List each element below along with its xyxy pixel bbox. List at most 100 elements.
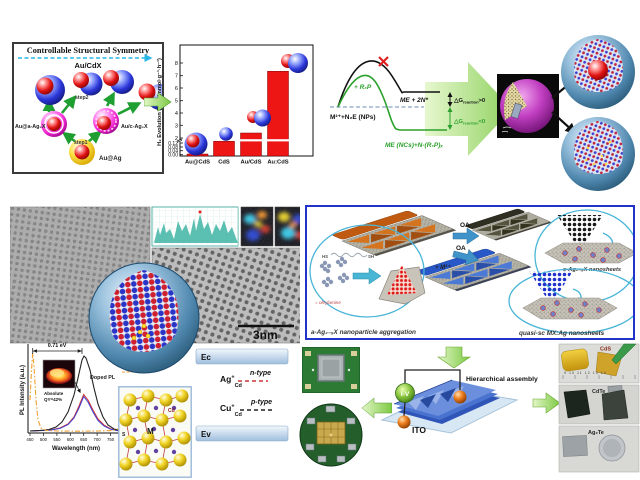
red-x-icon: [378, 56, 389, 67]
bar-chart-lower-ticks: 0.00 0.04 0.08 0.12: [168, 141, 178, 159]
ag-defect-label: Ag+Cd: [220, 374, 242, 389]
svg-text:Au@CdS: Au@CdS: [185, 160, 210, 166]
pl-curve-black: [29, 355, 125, 432]
aggregation-arrow-icon: [352, 267, 382, 285]
phosphine-label: + R₃P: [354, 84, 372, 91]
oa-mid-label: OA: [456, 245, 466, 252]
svg-text:Au:CdS: Au:CdS: [267, 160, 288, 166]
dg-positive-label: △Greaction>0: [453, 97, 485, 105]
quasi-lattice-triangle: [529, 271, 573, 305]
assembly-label: Hierarchical assembly: [466, 376, 538, 383]
smd-chips: [305, 405, 357, 463]
svg-text:700: 700: [94, 437, 102, 442]
valence-band-bar: [195, 425, 289, 442]
circuit-wire: [404, 369, 461, 390]
favorable-path-curve: [337, 74, 447, 131]
pl-curve-orange: [29, 352, 125, 432]
oleylamine-label: = oleylamine: [315, 300, 341, 305]
step2-label: step2: [75, 95, 89, 101]
label-au-a-agx: Au@a-Ag₂X: [15, 124, 46, 130]
svg-text:7: 7: [175, 74, 178, 80]
scale-bar-label: 3nm: [253, 328, 278, 342]
pl-ylabel: PL Intensity (a.u.): [20, 365, 26, 415]
gap-label: 0.71 eV: [48, 343, 67, 349]
dopant-atoms: [131, 323, 151, 341]
atoms: [119, 389, 191, 471]
contact-ball-top: [453, 390, 467, 404]
svg-text:500: 500: [40, 437, 48, 442]
orange-nanosheet-array: [332, 211, 457, 256]
quasi-nanosheets-ellipse: [508, 268, 640, 334]
big-green-arrow-icon: [425, 62, 512, 156]
ec-label: Ec: [201, 353, 211, 362]
oa-arrow-top-icon: [452, 227, 480, 245]
aucdx-spheres: [35, 70, 173, 110]
svg-text:0.12: 0.12: [168, 141, 178, 147]
oa-arrow-mid-icon: [452, 248, 480, 266]
panel-structural-symmetry: Controllable Structural Symmetry Au/CdX …: [12, 42, 173, 174]
cds-label: CdS: [600, 347, 611, 353]
pl-spectrum-chart: 450 500 550 600 650 700 750 800 Waveleng…: [20, 343, 128, 452]
svg-text:0.04: 0.04: [168, 149, 178, 155]
m2plus-label: + M²⁺: [435, 264, 451, 271]
photo-ag2te: Ag₂Te: [558, 425, 640, 473]
aggregation-label: a-Ag₂₋ₓX nanoparticle aggregation: [311, 329, 416, 336]
ruler-numbers: 9 10 11 12 13 14: [564, 371, 607, 375]
product-up-label: ME + 2N*: [400, 97, 428, 104]
svg-text:CdS: CdS: [218, 160, 230, 166]
svg-text:450: 450: [26, 437, 34, 442]
green-right-arrow2-icon: [532, 392, 561, 414]
contact-ball-bottom: [397, 415, 411, 429]
sh-label: SH: [368, 254, 374, 259]
svg-text:5: 5: [175, 99, 178, 105]
crystal-structure-image: S Cd M: [118, 386, 192, 478]
bar-series: [186, 71, 289, 157]
aucdx-label: Au/CdX: [74, 61, 101, 70]
atomic-model-sphere: [88, 262, 200, 374]
doped-sphere-uniform: [561, 117, 635, 191]
svg-text:750: 750: [107, 437, 115, 442]
photo-cds: 9 10 11 12 13 14 CdS: [558, 343, 640, 384]
pcb-photo-round: [299, 403, 363, 467]
bar-sphere-icons: [184, 53, 308, 156]
aggregation-ellipse: HS SH = oleylamine: [309, 224, 426, 318]
blue-nanosheet-array: [416, 248, 532, 292]
hs-label: HS: [322, 254, 328, 259]
pl-x-ticklabels: 450 500 550 600 650 700 750 800: [26, 437, 128, 442]
label-au-c-agx: Au/c-Ag₂X: [121, 124, 148, 130]
n-type-label: n-type: [250, 370, 271, 377]
oleylamine-chain: [330, 252, 368, 258]
strain-map-1: [240, 206, 274, 247]
photo-cdte: CdTe: [558, 384, 640, 425]
step1-label: step1: [74, 140, 88, 146]
p-type-label: p-type: [250, 399, 272, 406]
green-left-arrow-icon: [362, 398, 392, 418]
svg-text:600: 600: [67, 437, 75, 442]
cdte-label: CdTe: [592, 389, 605, 395]
purple-nanoparticle-image: [497, 74, 559, 138]
c-lattice-triangle: [557, 215, 603, 251]
panel-nanosheets: OA OA + M²⁺ HS SH = oleylamine a-Ag₂₋ₓX …: [305, 205, 640, 340]
pl-curve-blue: [29, 395, 125, 432]
doped-sphere-with-core: [561, 35, 635, 109]
line-profile-inset: [151, 206, 239, 247]
qy-inset-photo: [42, 359, 76, 389]
band-diagram: Ec Ev Ag+Cd n-type Cu+Cd p-type: [195, 348, 289, 442]
bar-break-line: [239, 139, 290, 142]
axis-break-icon: [176, 138, 183, 143]
green-right-arrow-icon: [144, 92, 172, 112]
step-arrows: [42, 91, 142, 145]
nanosheets-schematic: OA OA + M²⁺ HS SH = oleylamine a-Ag₂₋ₓX …: [309, 209, 640, 337]
product-down-label: ME (NCs)+N-(R₃P)ₓ: [385, 142, 443, 149]
unfavorable-path-curve: [337, 60, 440, 108]
nanoparticle-clusters: [319, 256, 350, 288]
ev-label: Ev: [201, 430, 211, 439]
h2-evolution-bar-chart: H₂ Evolution Rate (mmol·g⁻¹·h⁻¹) 0.00 0.…: [156, 44, 314, 166]
quasi-nanosheets-label: quasi-sc MX:Ag nanosheets: [519, 330, 605, 337]
dg-positive-arrow: [447, 92, 453, 107]
s-atom-label: S: [122, 432, 126, 438]
svg-text:4: 4: [175, 111, 178, 117]
agx-shell-spheres: [41, 108, 119, 165]
svg-text:550: 550: [53, 437, 61, 442]
